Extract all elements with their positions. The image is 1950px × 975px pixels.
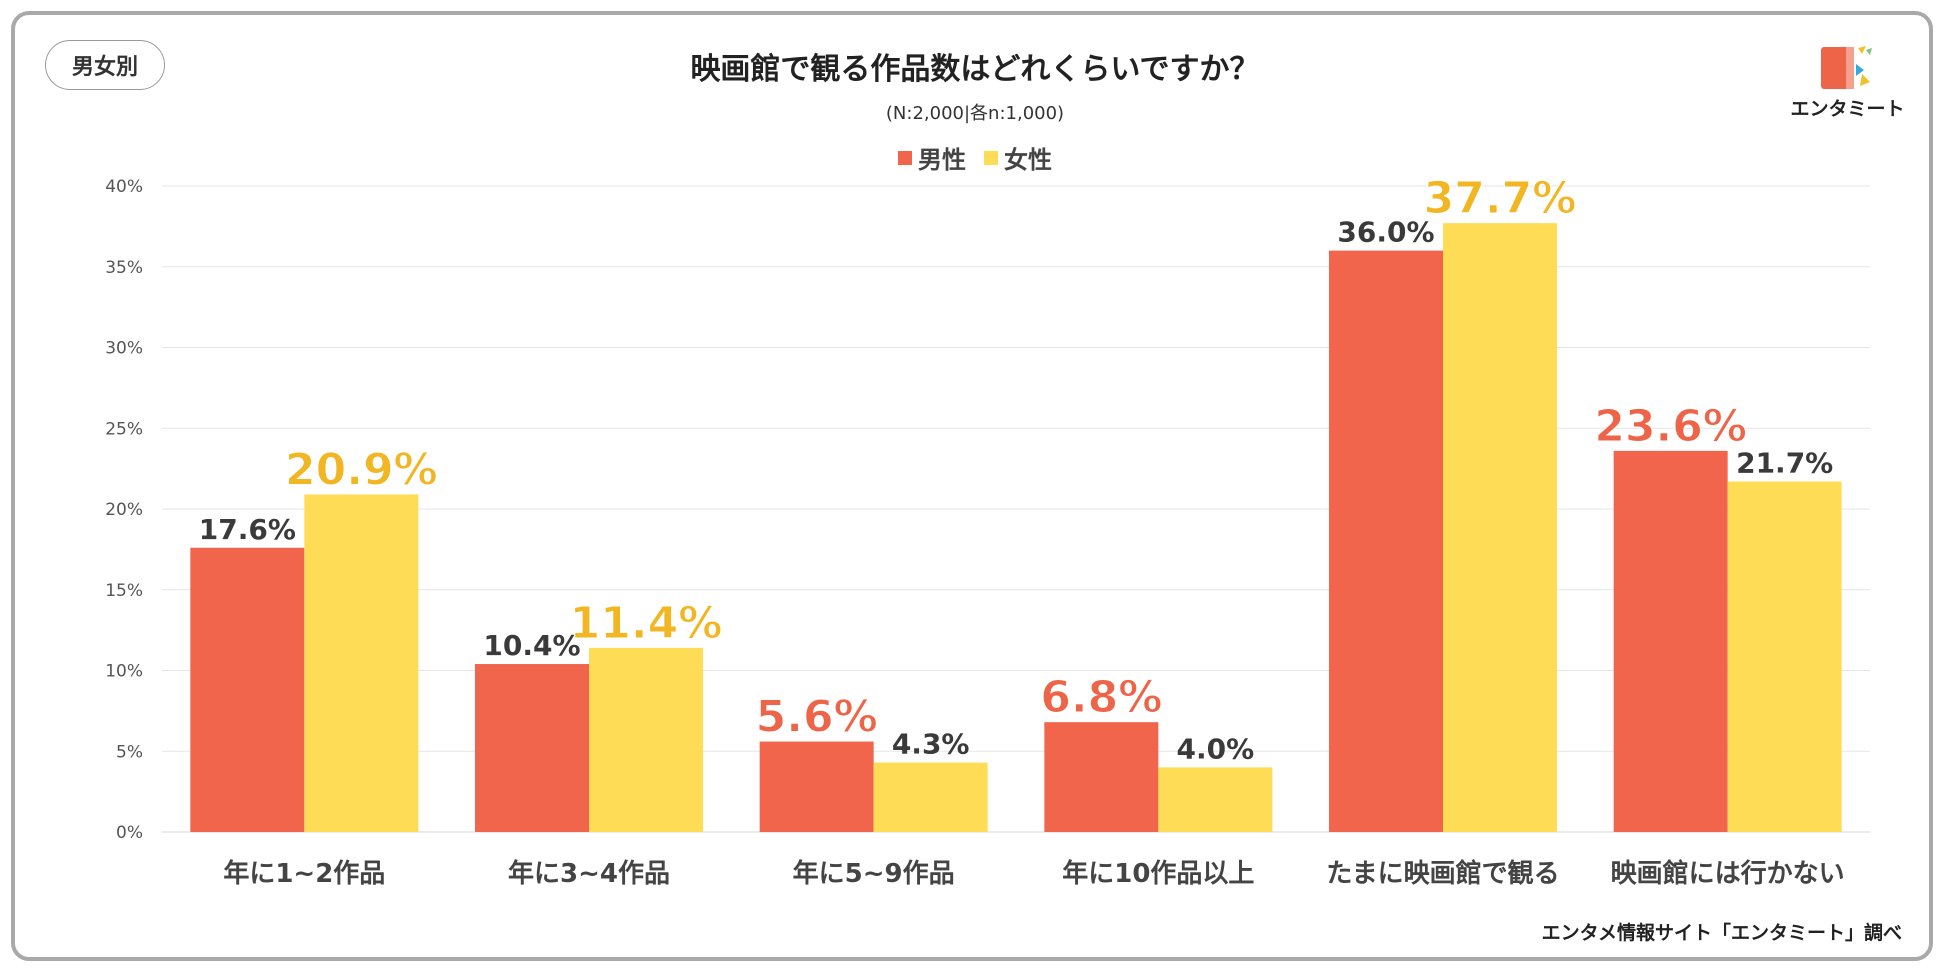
data-label: 17.6% — [199, 513, 296, 546]
x-category-label: 年に5~9作品 — [793, 858, 955, 889]
x-category-label: 年に1~2作品 — [223, 858, 385, 889]
bar-male — [1613, 450, 1728, 832]
bar-female — [304, 494, 419, 832]
data-label: 4.0% — [1177, 732, 1255, 765]
data-label: 5.6% — [756, 692, 878, 743]
data-label: 21.7% — [1736, 447, 1833, 480]
y-tick-label: 0% — [116, 823, 143, 843]
data-label: 4.3% — [892, 728, 970, 761]
bar-female — [873, 762, 988, 832]
y-tick-label: 15% — [105, 581, 143, 601]
legend-item-male: 男性 — [898, 140, 966, 175]
legend: 男性 女性 — [0, 140, 1950, 175]
y-tick-label: 35% — [105, 258, 143, 278]
legend-item-female: 女性 — [984, 140, 1052, 175]
bar-male — [475, 664, 589, 832]
data-label: 36.0% — [1337, 216, 1434, 249]
x-category-label: 映画館には行かない — [1611, 858, 1845, 889]
y-tick-label: 25% — [105, 419, 143, 439]
data-label: 37.7% — [1424, 173, 1577, 224]
source-credit: エンタメ情報サイト「エンタミート」調べ — [1541, 922, 1902, 944]
legend-label-female: 女性 — [1004, 146, 1052, 174]
y-tick-label: 30% — [105, 339, 143, 359]
legend-label-male: 男性 — [918, 146, 966, 174]
x-category-label: たまに映画館で観る — [1326, 858, 1559, 889]
data-label: 6.8% — [1040, 672, 1162, 723]
group-badge: 男女別 — [45, 40, 165, 90]
data-label: 23.6% — [1594, 401, 1747, 452]
bar-female — [1443, 223, 1557, 832]
logo-mark-icon — [1821, 46, 1872, 89]
entameet-logo: エンタミート — [1790, 42, 1905, 124]
bar-female — [1727, 481, 1842, 832]
bar-male — [190, 547, 305, 832]
data-label: 20.9% — [285, 444, 438, 495]
bar-male — [1044, 722, 1159, 832]
legend-swatch-female — [984, 150, 998, 165]
legend-swatch-male — [898, 150, 912, 165]
bar-male — [759, 741, 874, 832]
chart-subtitle: (N:2,000|各n:1,000) — [885, 103, 1065, 124]
y-tick-label: 40% — [105, 177, 143, 197]
logo-text: エンタミート — [1790, 98, 1905, 120]
y-tick-label: 20% — [105, 500, 143, 520]
data-label: 11.4% — [570, 598, 723, 649]
y-tick-label: 5% — [116, 742, 143, 762]
y-tick-label: 10% — [105, 662, 143, 682]
x-category-label: 年に10作品以上 — [1062, 858, 1254, 889]
chart-title: 映画館で観る作品数はどれくらいですか？ — [690, 52, 1260, 87]
bar-female — [1158, 767, 1273, 832]
x-category-label: 年に3~4作品 — [508, 858, 670, 889]
bar-male — [1329, 250, 1443, 833]
data-label: 10.4% — [483, 629, 580, 662]
bar-female — [589, 647, 703, 832]
